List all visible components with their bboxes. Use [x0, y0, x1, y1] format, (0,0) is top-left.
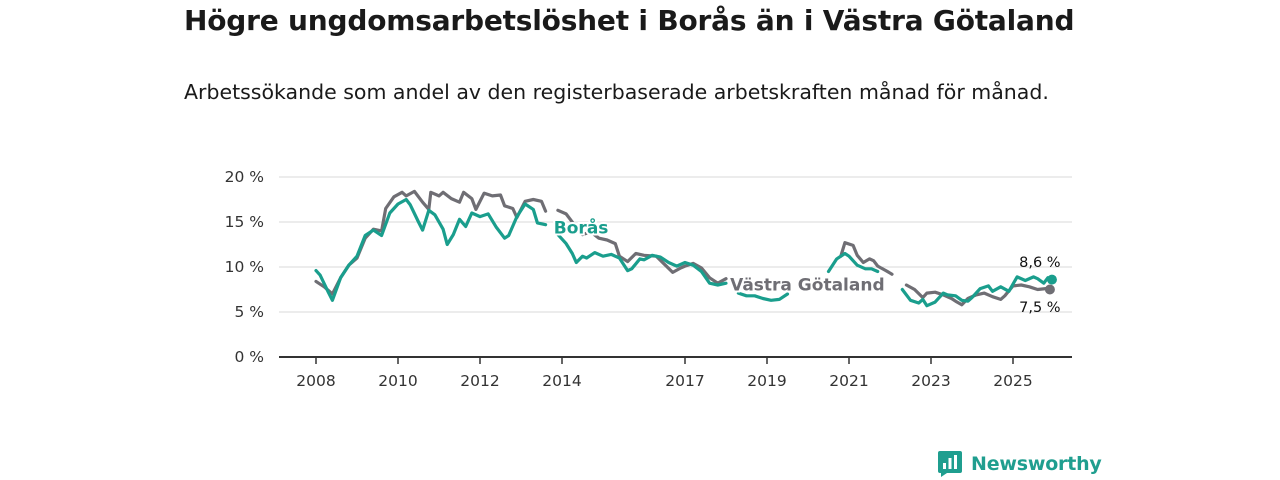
- series-line-vastra-gotaland: [556, 208, 728, 285]
- newsworthy-logo: Newsworthy: [937, 450, 1102, 478]
- y-tick-label: 15 %: [225, 213, 264, 231]
- series-line-boras: [556, 233, 728, 287]
- x-tick-label: 2021: [829, 372, 868, 390]
- x-tick-label: 2019: [747, 372, 786, 390]
- y-axis: 0 % 5 % 10 % 15 % 20 %: [225, 168, 264, 366]
- x-tick-label: 2017: [665, 372, 704, 390]
- y-tick-label: 10 %: [225, 258, 264, 276]
- series-lines: [314, 189, 1057, 308]
- series-end-dot: [1044, 284, 1055, 295]
- series-labels: Västra Götaland Borås 8,6 % 7,5 %: [552, 215, 1061, 316]
- y-tick-label: 5 %: [234, 303, 264, 321]
- series-label-boras: Borås: [554, 217, 609, 239]
- series-label-vastra-gotaland: Västra Götaland: [730, 275, 885, 295]
- series-end-dot: [1046, 274, 1057, 285]
- page-title: Högre ungdomsarbetslöshet i Borås än i V…: [184, 4, 1075, 37]
- end-value-label-boras: 8,6 %: [1019, 255, 1060, 271]
- series-line-vastra-gotaland: [314, 189, 548, 296]
- newsworthy-logo-icon: [938, 451, 962, 477]
- end-value-label-vastra-gotaland: 7,5 %: [1019, 300, 1060, 316]
- series-line-boras: [736, 291, 790, 302]
- series-line-boras: [314, 197, 548, 302]
- x-tick-label: 2025: [993, 372, 1032, 390]
- page-subtitle: Arbetssökande som andel av den registerb…: [184, 80, 1049, 104]
- series-line-boras: [900, 275, 1054, 308]
- series-line-vastra-gotaland: [839, 241, 894, 276]
- x-tick-label: 2012: [460, 372, 499, 390]
- x-tick-label: 2010: [378, 372, 417, 390]
- y-tick-label: 0 %: [234, 348, 264, 366]
- newsworthy-logo-text: Newsworthy: [971, 453, 1102, 475]
- x-axis: 2008 2010 2012 2014 2017 2019 2021 2023 2025: [279, 356, 1072, 390]
- x-tick-label: 2008: [296, 372, 335, 390]
- grid-lines: [279, 176, 1072, 313]
- x-tick-label: 2023: [911, 372, 950, 390]
- y-tick-label: 20 %: [225, 168, 264, 186]
- series-line-boras: [826, 251, 880, 274]
- x-tick-label: 2014: [542, 372, 581, 390]
